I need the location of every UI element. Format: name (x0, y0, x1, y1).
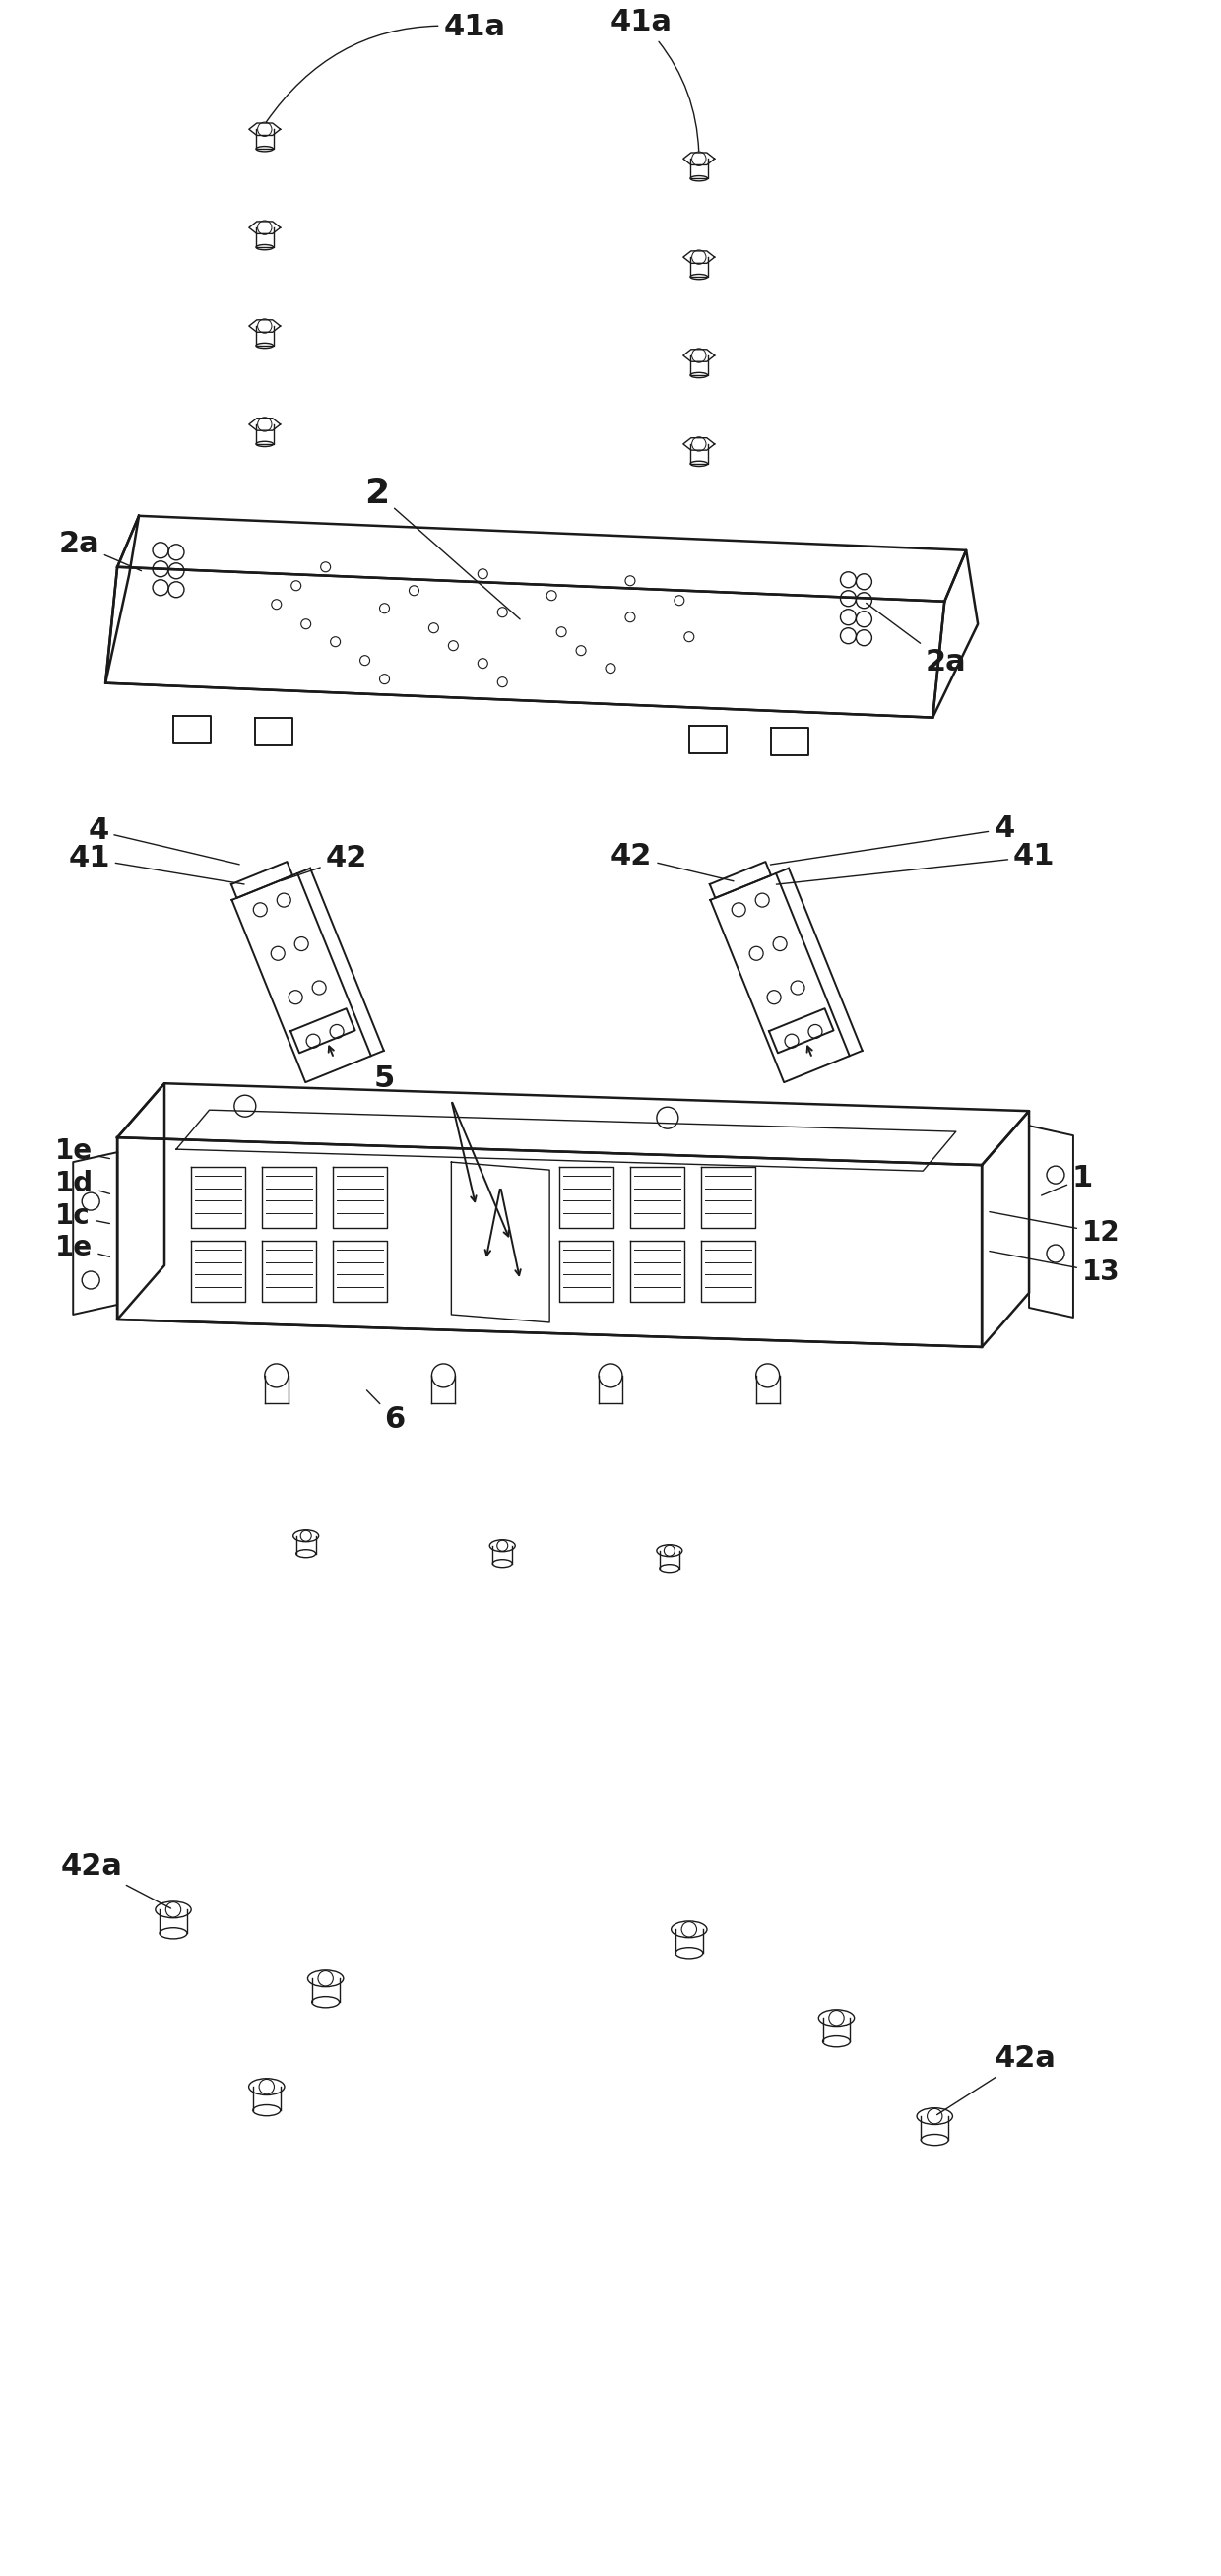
Text: 12: 12 (989, 1211, 1120, 1247)
Text: 4: 4 (88, 817, 239, 866)
Text: 5: 5 (374, 1064, 396, 1092)
Text: 6: 6 (366, 1391, 405, 1435)
Text: 42a: 42a (60, 1852, 171, 1909)
Text: 1c: 1c (55, 1203, 110, 1229)
Text: 42: 42 (281, 845, 368, 881)
Text: 41: 41 (68, 845, 244, 884)
Text: 1e: 1e (55, 1139, 110, 1164)
Text: 1d: 1d (55, 1170, 110, 1198)
Text: 42: 42 (610, 842, 734, 881)
Text: 41a: 41a (266, 13, 505, 121)
Text: 13: 13 (989, 1252, 1120, 1285)
Text: 1: 1 (1042, 1164, 1093, 1195)
Text: 2a: 2a (59, 531, 142, 572)
Text: 2: 2 (365, 477, 520, 618)
Text: 4: 4 (770, 814, 1015, 866)
Text: 1e: 1e (55, 1234, 110, 1262)
Text: 41a: 41a (610, 8, 698, 152)
Text: 42a: 42a (937, 2045, 1056, 2115)
Text: 2a: 2a (866, 603, 966, 675)
Text: 41: 41 (777, 842, 1055, 884)
